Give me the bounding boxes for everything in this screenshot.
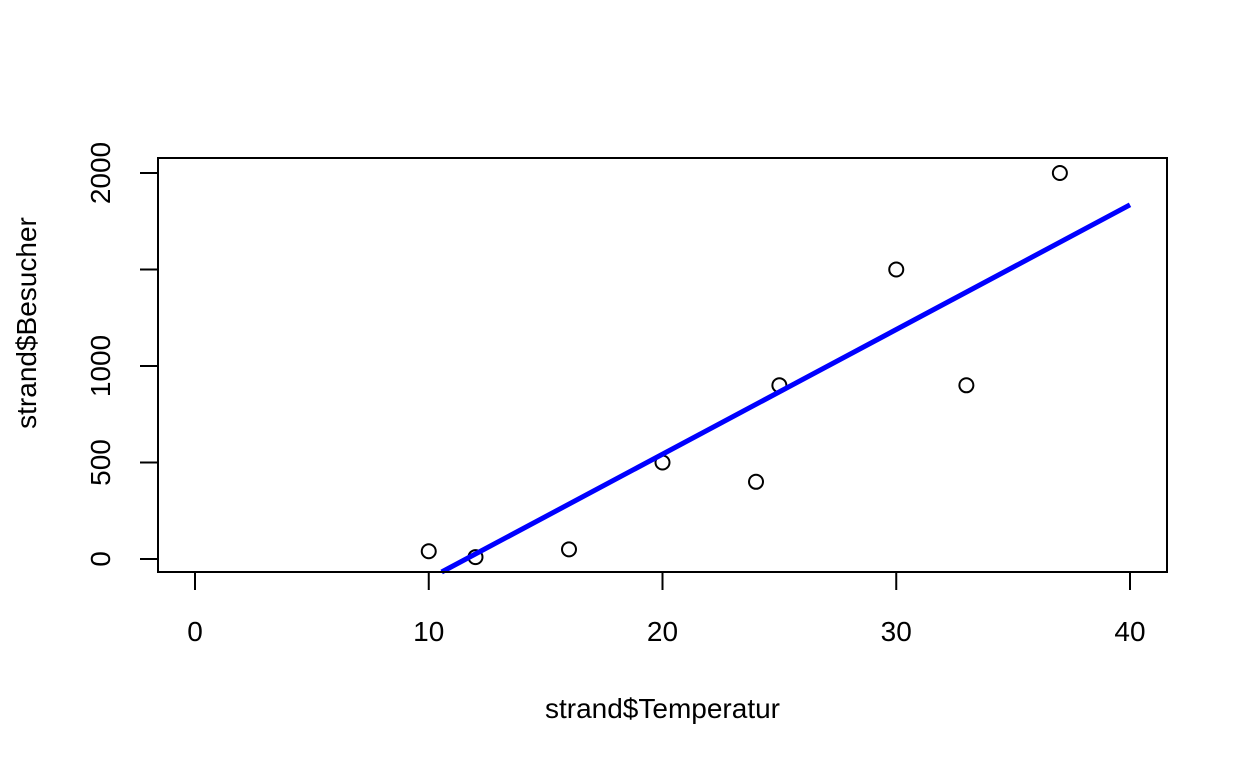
data-point [958,377,975,394]
data-point [1051,165,1068,181]
data-point [561,541,577,558]
x-axis-label: strand$Temperatur [545,693,780,724]
y-tick-label: 0 [85,551,116,567]
regression-line-layer [440,202,1132,575]
y-tick-label: 2000 [85,142,116,204]
data-point [888,261,905,278]
data-point [420,543,437,560]
regression-line [440,202,1132,575]
points-layer [420,165,1068,566]
x-tick-label: 10 [413,616,444,647]
x-tick-label: 20 [647,616,678,647]
y-tick-label: 500 [85,439,116,486]
x-tick-label: 0 [187,616,203,647]
x-tick-label: 30 [881,616,912,647]
x-axis: 0 10 20 30 40 [187,571,1146,647]
x-tick-label: 40 [1114,616,1145,647]
y-axis-label: strand$Besucher [11,217,42,429]
y-axis: 0 500 1000 2000 [85,142,159,567]
data-point [748,473,764,490]
y-tick-label: 1000 [85,335,116,397]
